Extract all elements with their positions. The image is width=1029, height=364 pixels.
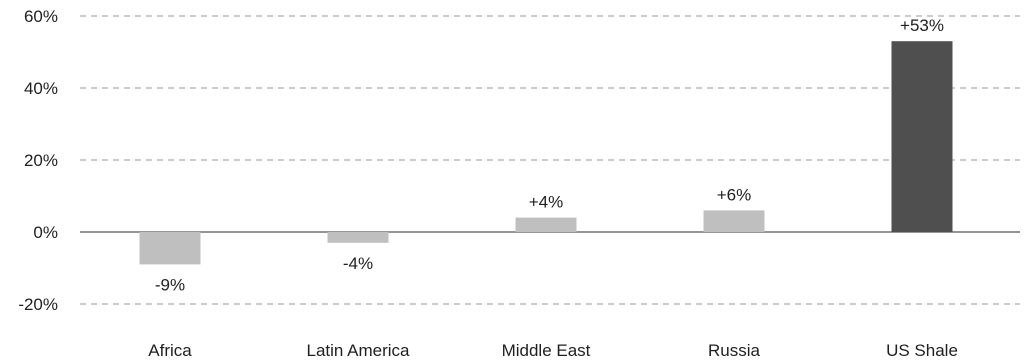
bar-data-labels: -9% -4% +4% +6% +53%	[155, 16, 944, 294]
category-label: Latin America	[307, 341, 411, 360]
bar-latin-america	[327, 232, 389, 243]
data-label: +4%	[529, 193, 564, 212]
category-label: Middle East	[502, 341, 591, 360]
y-tick-label: 20%	[24, 151, 58, 170]
bar-russia	[703, 210, 765, 232]
y-axis-tick-labels: -20% 0% 20% 40% 60%	[18, 7, 58, 314]
category-label: US Shale	[886, 341, 958, 360]
y-tick-label: -20%	[18, 295, 58, 314]
gridlines	[80, 15, 1020, 305]
data-label: +53%	[900, 16, 944, 35]
category-label: Russia	[708, 341, 761, 360]
y-tick-label: 60%	[24, 7, 58, 26]
x-axis-category-labels: Africa Latin America Middle East Russia US S…	[148, 341, 958, 360]
y-tick-label: 40%	[24, 79, 58, 98]
bar-middle-east	[515, 217, 577, 232]
data-label: -9%	[155, 275, 185, 294]
data-label: +6%	[717, 185, 752, 204]
bars	[139, 41, 953, 265]
bar-africa	[139, 232, 201, 265]
y-tick-label: 0%	[33, 223, 58, 242]
data-label: -4%	[343, 254, 373, 273]
bar-us-shale	[891, 41, 953, 233]
category-label: Africa	[148, 341, 192, 360]
